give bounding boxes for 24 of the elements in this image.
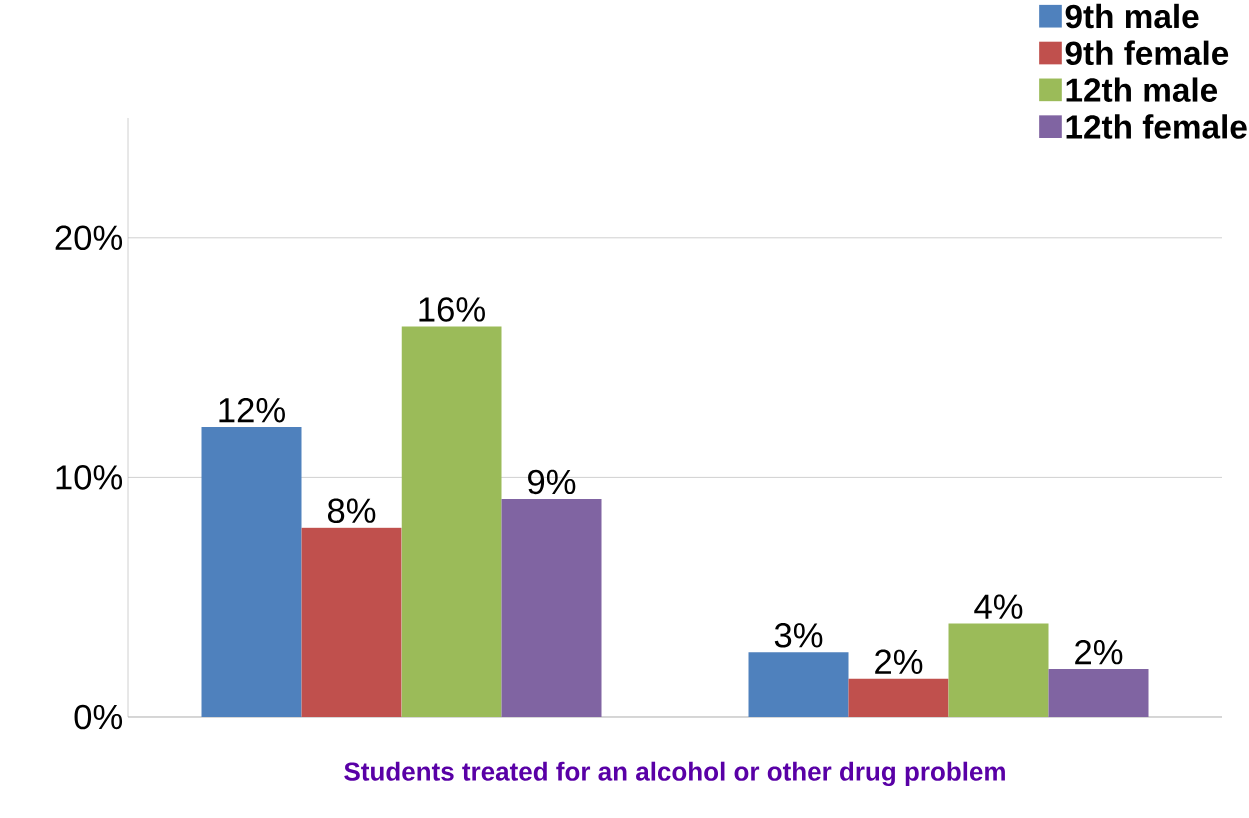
data-label: 2% (1075, 639, 1123, 665)
bar (501, 498, 602, 717)
bar (848, 678, 949, 717)
data-label: 12% (219, 397, 285, 423)
data-label: 16% (419, 297, 485, 322)
data-label: 3% (774, 623, 823, 648)
legend-label: 12th male (1066, 77, 1218, 102)
bar (1048, 669, 1149, 717)
x-axis-title: Students treated for an alcohol or other drug problem (344, 761, 1005, 787)
bar (401, 326, 502, 717)
bar (948, 623, 1049, 717)
y-tick-label: 20% (55, 225, 123, 251)
legend-label: 9th female (1065, 40, 1229, 66)
y-tick-label: 10% (56, 465, 123, 490)
legend-label: 12th female (1066, 114, 1247, 139)
data-label: 9% (528, 469, 576, 495)
bar (301, 527, 402, 717)
bar (748, 652, 849, 717)
data-label: 2% (875, 649, 923, 674)
bar (201, 427, 302, 717)
data-label: 4% (974, 594, 1023, 619)
y-tick-label: 0% (74, 704, 123, 730)
legend-label: 9th male (1065, 3, 1199, 29)
data-label: 8% (327, 498, 376, 523)
